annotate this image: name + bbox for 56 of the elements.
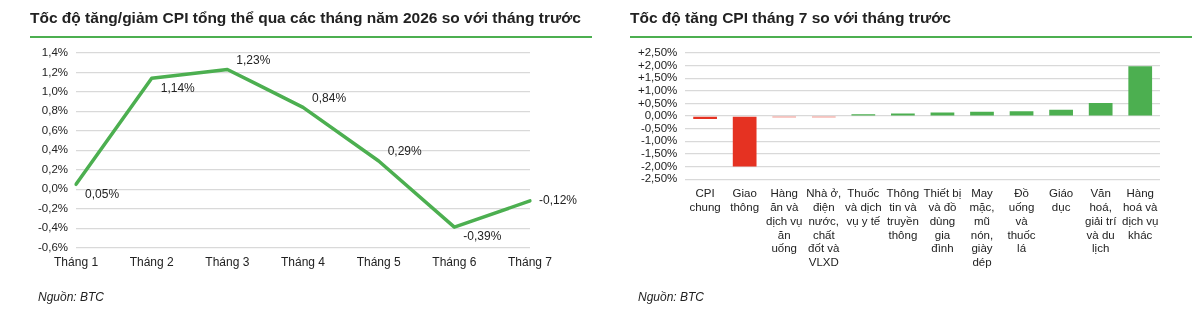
y-tick-label: -2,00% bbox=[640, 159, 678, 172]
data-label: -0,12% bbox=[539, 193, 578, 208]
x-tick-label: May mặc, mũ nón, giày dép bbox=[969, 187, 995, 269]
x-tick-label: Đồ uống và thuốc lá bbox=[1007, 187, 1036, 255]
y-tick-label: +2,00% bbox=[638, 58, 678, 71]
y-tick-label: +0,50% bbox=[638, 96, 678, 109]
y-tick-label: 0,4% bbox=[41, 143, 69, 156]
x-tick-label: Thông tin và truyền thông bbox=[886, 187, 920, 241]
data-label: -0,39% bbox=[463, 229, 502, 244]
y-tick-label: -1,50% bbox=[640, 147, 678, 160]
x-tick-label: CPI chung bbox=[689, 187, 721, 214]
data-label: 0,29% bbox=[387, 144, 423, 159]
y-tick-label: 0,8% bbox=[41, 104, 69, 117]
bar bbox=[1128, 66, 1153, 116]
chart-title: Tốc độ tăng CPI tháng 7 so với tháng trước bbox=[630, 8, 952, 28]
x-tick-label: Giao thông bbox=[730, 187, 760, 214]
y-tick-label: 1,4% bbox=[41, 46, 69, 59]
x-tick-label: Hàng hoá và dịch vụ khác bbox=[1122, 187, 1159, 241]
y-tick-label: -0,6% bbox=[37, 240, 69, 253]
x-tick-label: Nhà ở, điện nước, chất đốt và VLXD bbox=[806, 187, 842, 269]
bar bbox=[732, 116, 757, 167]
y-tick-label: +1,00% bbox=[638, 83, 678, 96]
x-tick-label: Tháng 6 bbox=[432, 255, 477, 270]
data-label: 1,23% bbox=[236, 52, 271, 67]
x-tick-label: Tháng 7 bbox=[507, 255, 553, 270]
data-label: 0,84% bbox=[312, 90, 347, 105]
y-tick-label: 0,6% bbox=[41, 123, 69, 136]
y-tick-label: 0,00% bbox=[644, 109, 678, 122]
x-tick-label: Tháng 1 bbox=[54, 255, 99, 270]
data-label: 0,05% bbox=[85, 186, 120, 201]
y-tick-label: +1,50% bbox=[638, 71, 678, 84]
bar bbox=[1088, 102, 1113, 116]
x-tick-label: Tháng 2 bbox=[129, 255, 175, 270]
x-tick-label: Thiết bị và đồ dùng gia đình bbox=[923, 187, 962, 255]
bar bbox=[1009, 111, 1034, 116]
y-tick-label: 1,0% bbox=[41, 85, 69, 98]
y-tick-label: +2,50% bbox=[638, 46, 678, 59]
data-label: 1,14% bbox=[160, 80, 196, 95]
y-tick-label: -1,00% bbox=[640, 134, 678, 147]
y-tick-label: 0,0% bbox=[41, 182, 69, 195]
x-tick-label: Tháng 3 bbox=[205, 255, 250, 270]
text: Nguồn: BTC bbox=[38, 290, 105, 304]
x-tick-label: Giáo dục bbox=[1048, 187, 1074, 214]
y-tick-label: 0,2% bbox=[41, 162, 69, 175]
y-tick-label: -0,2% bbox=[37, 201, 69, 214]
y-tick-label: -0,50% bbox=[640, 121, 678, 134]
x-tick-label: Tháng 4 bbox=[281, 255, 326, 270]
y-tick-label: -2,50% bbox=[640, 172, 678, 185]
x-tick-label: Tháng 5 bbox=[356, 255, 402, 270]
y-tick-label: -0,4% bbox=[37, 221, 69, 234]
x-tick-label: Thuốc và dịch vụ y tế bbox=[845, 187, 882, 227]
x-tick-label: Văn hoá, giải trí và du lịch bbox=[1085, 187, 1118, 255]
x-tick-label: Hàng ăn và dịch vụ ăn uống bbox=[766, 187, 803, 255]
text: Nguồn: BTC bbox=[638, 290, 705, 304]
chart-title: Tốc độ tăng/giảm CPI tổng thể qua các tháng năm 2026 so với tháng trước bbox=[30, 8, 582, 28]
y-tick-label: 1,2% bbox=[41, 65, 69, 78]
